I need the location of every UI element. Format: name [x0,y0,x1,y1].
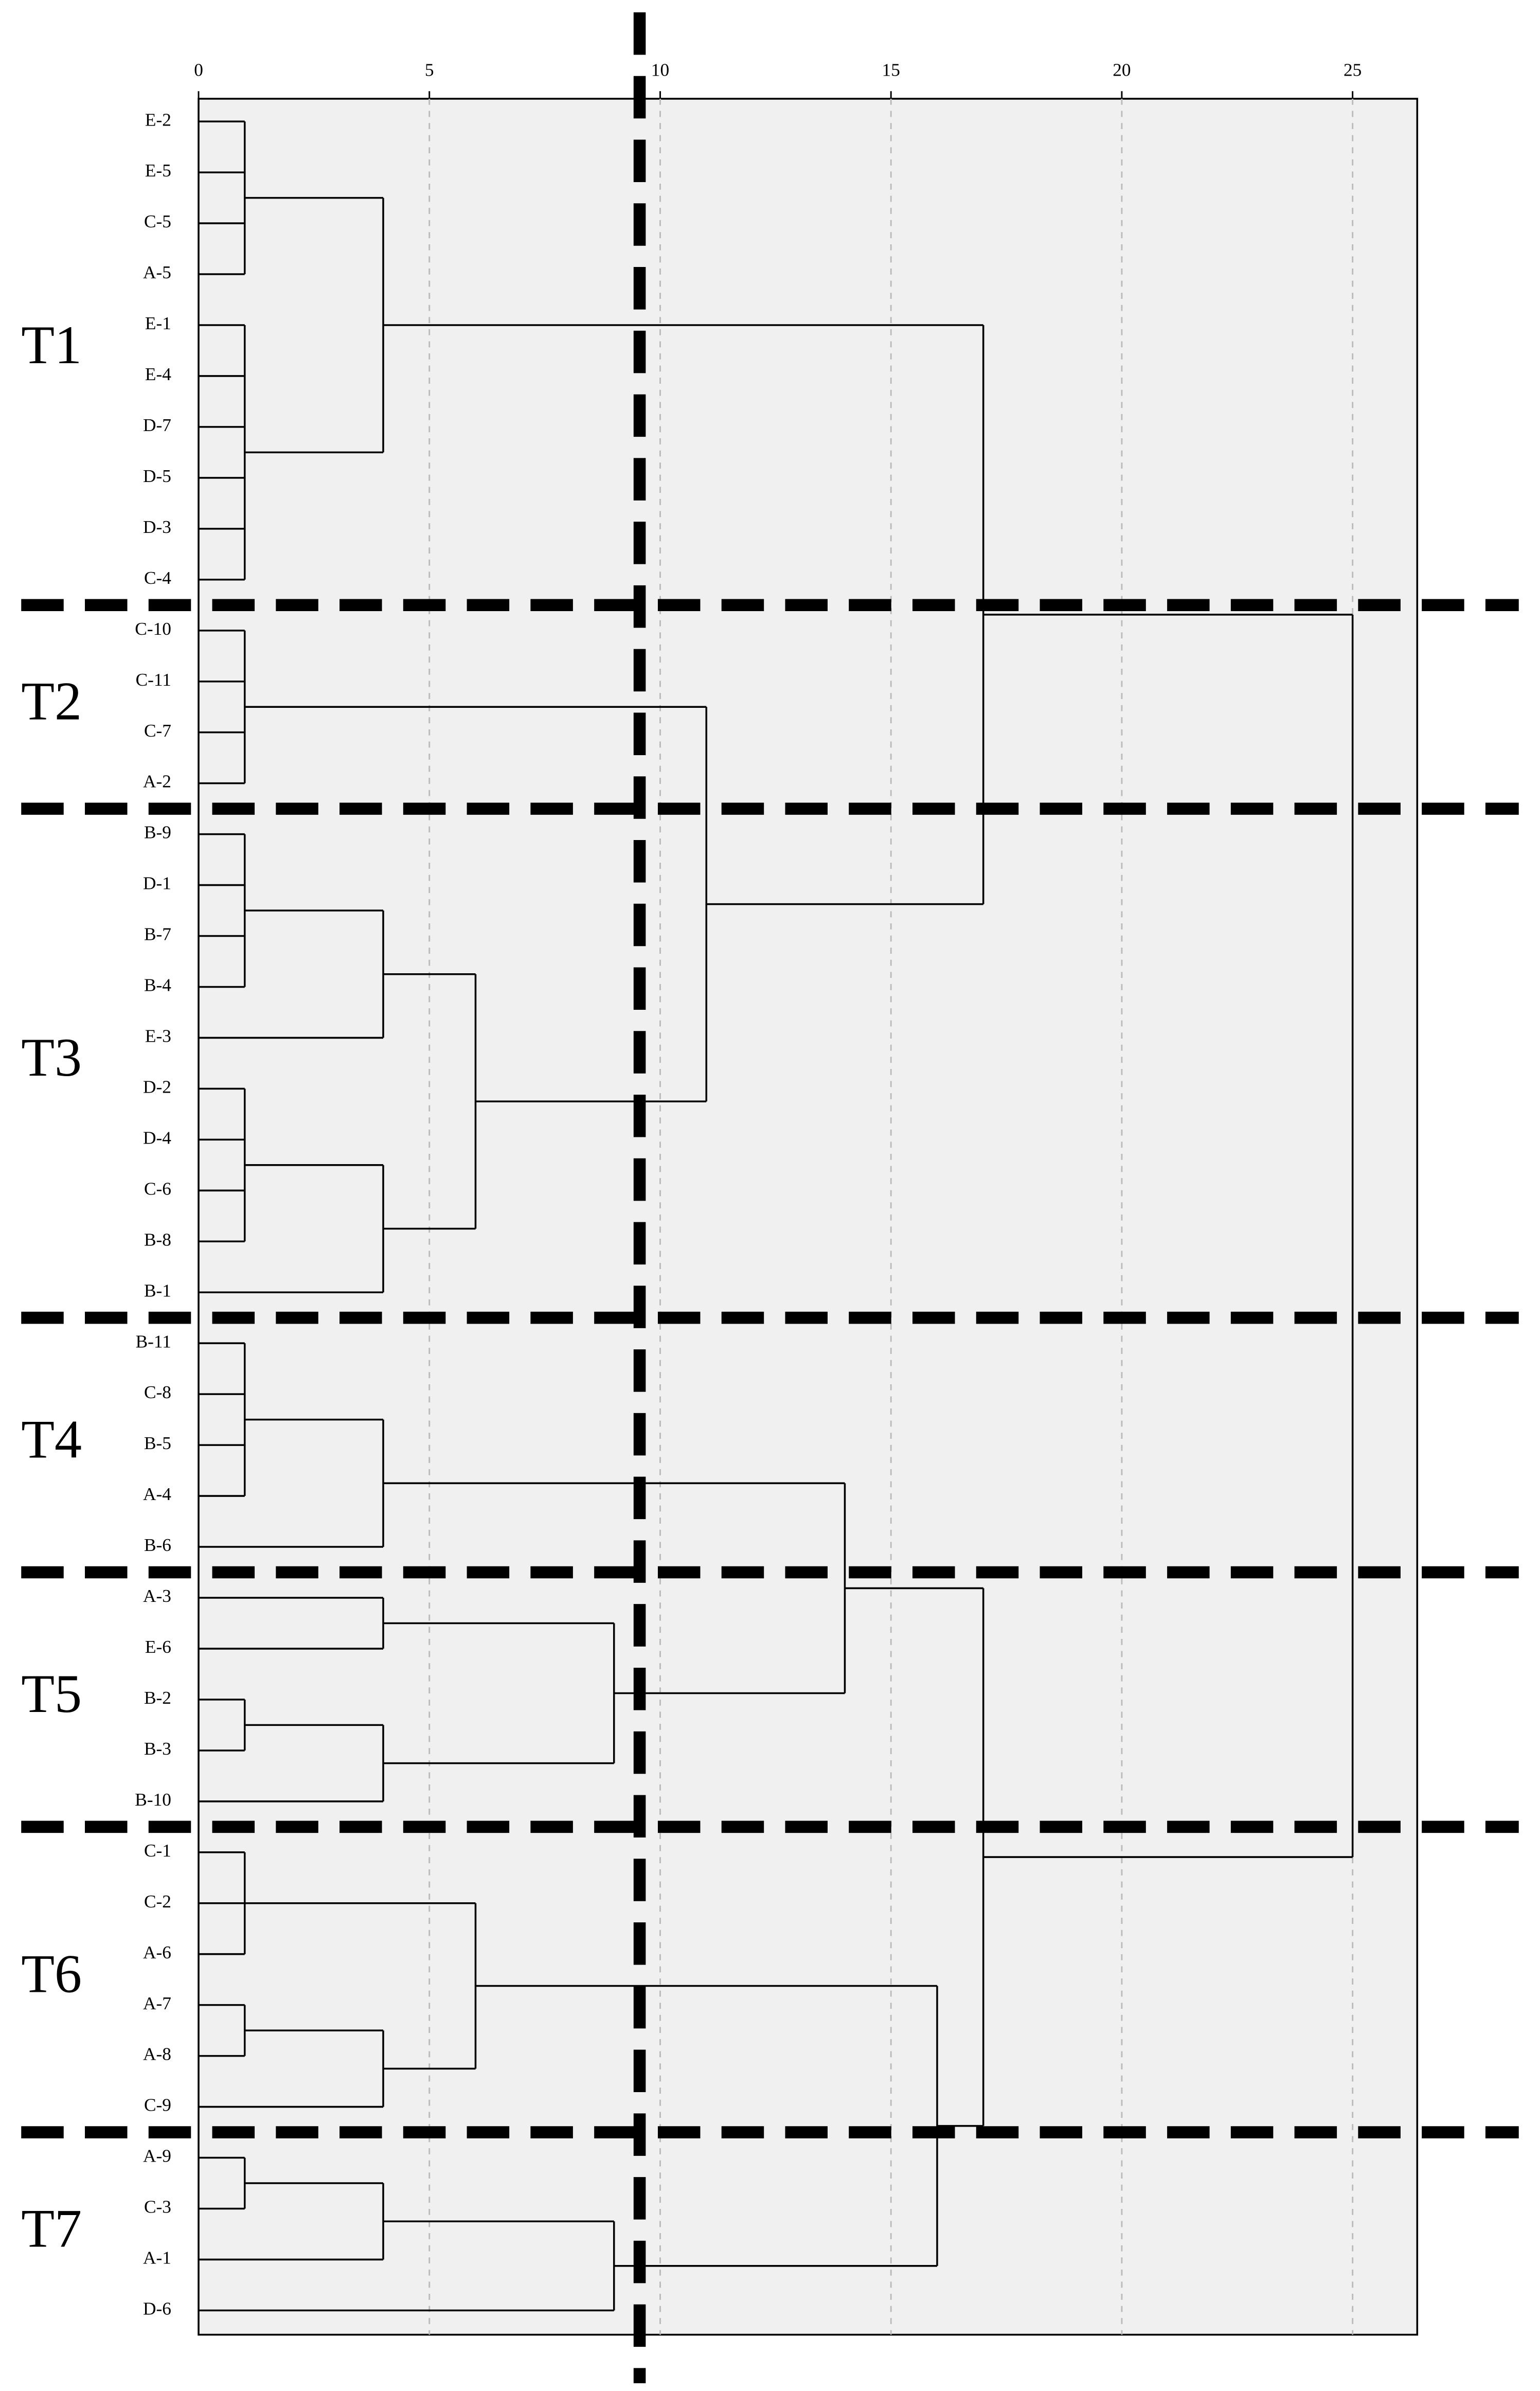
leaf-label: E-4 [145,364,171,384]
x-tick-label: 0 [194,60,203,80]
group-label: T3 [21,1027,82,1087]
x-tick-label: 15 [882,60,900,80]
leaf-label: C-11 [136,669,171,690]
leaf-label: A-3 [143,1585,171,1606]
leaf-label: B-8 [144,1229,171,1250]
leaf-label: A-4 [143,1484,171,1504]
leaf-label: A-5 [143,262,171,282]
leaf-label: A-2 [143,771,171,792]
leaf-label: B-6 [144,1534,171,1555]
group-label: T5 [21,1663,82,1724]
leaf-label: B-10 [135,1789,171,1810]
leaf-label: D-7 [143,415,171,435]
leaf-label: C-9 [144,2095,171,2115]
leaf-label: B-9 [144,822,171,843]
x-tick-label: 10 [651,60,669,80]
group-label: T6 [21,1943,82,2004]
leaf-label: E-1 [145,313,171,333]
leaf-label: E-5 [145,160,171,181]
leaf-label: D-5 [143,466,171,486]
leaf-label: D-1 [143,873,171,894]
leaf-label: B-2 [144,1687,171,1708]
x-tick-label: 25 [1344,60,1362,80]
leaf-label: B-11 [136,1331,171,1351]
leaf-label: A-1 [143,2247,171,2268]
leaf-label: A-8 [143,2044,171,2064]
leaf-label: C-10 [135,618,171,639]
leaf-label: D-6 [143,2298,171,2319]
leaf-label: E-6 [145,1636,171,1657]
leaf-label: C-6 [144,1178,171,1199]
x-tick-label: 20 [1113,60,1131,80]
leaf-label: B-3 [144,1738,171,1759]
leaf-label: A-6 [143,1942,171,1962]
leaf-label: B-7 [144,924,171,944]
leaf-label: C-4 [144,567,171,588]
leaf-label: B-4 [144,975,171,995]
leaf-label: D-4 [143,1127,171,1148]
leaf-label: C-2 [144,1891,171,1912]
leaf-label: C-5 [144,211,171,231]
group-label: T4 [21,1408,82,1469]
leaf-label: C-7 [144,720,171,741]
leaf-label: E-2 [145,109,171,130]
leaf-label: C-3 [144,2197,171,2217]
group-label: T7 [21,2198,82,2258]
leaf-label: A-7 [143,1993,171,2013]
leaf-label: A-9 [143,2146,171,2166]
group-label: T1 [21,314,82,375]
leaf-label: C-1 [144,1840,171,1861]
leaf-label: E-3 [145,1026,171,1046]
leaf-label: D-3 [143,516,171,537]
group-label: T2 [21,671,82,731]
x-tick-label: 5 [425,60,434,80]
leaf-label: B-5 [144,1433,171,1453]
leaf-label: B-1 [144,1280,171,1300]
leaf-label: D-2 [143,1076,171,1097]
plot-area [198,98,1419,2336]
leaf-label: C-8 [144,1382,171,1402]
